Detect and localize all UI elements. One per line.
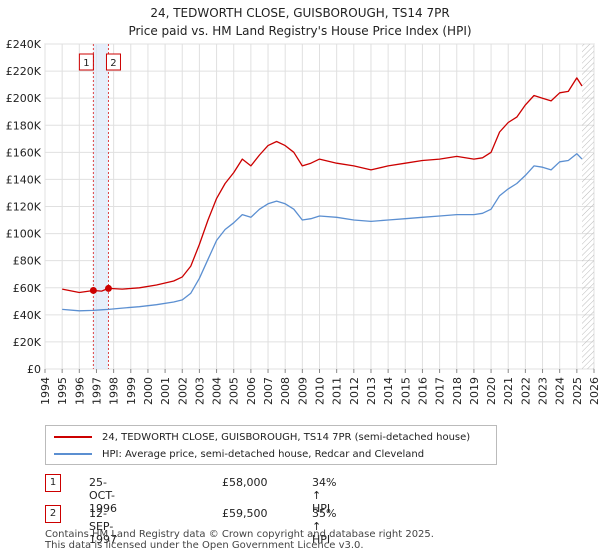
x-tick-label: 2012: [348, 377, 361, 405]
y-tick-label: £240K: [6, 38, 42, 51]
x-tick-label: 2023: [537, 377, 550, 405]
x-tick-label: 2026: [588, 377, 600, 405]
y-tick-label: £0: [27, 363, 41, 376]
x-tick-label: 2016: [416, 377, 429, 405]
transaction-label-box: [78, 53, 94, 71]
forecast-hatch: [581, 44, 594, 369]
sale-date: 12-SEP-1997: [89, 507, 117, 546]
legend-swatch-hpi: [54, 453, 92, 455]
footer-line-2: This data is licensed under the Open Gov…: [45, 540, 364, 551]
title-line-1: 24, TEDWORTH CLOSE, GUISBOROUGH, TS14 7P…: [150, 6, 450, 20]
y-tick-label: £40K: [13, 309, 42, 322]
legend-item-property: 24, TEDWORTH CLOSE, GUISBOROUGH, TS14 7P…: [54, 429, 470, 445]
sale-number-badge: 2: [45, 505, 61, 523]
transaction-label-box: [105, 53, 121, 71]
chart-grid: [44, 43, 595, 370]
x-tick-label: 1998: [108, 377, 121, 405]
x-tick-label: 2002: [176, 377, 189, 405]
legend-label-property: 24, TEDWORTH CLOSE, GUISBOROUGH, TS14 7P…: [102, 431, 471, 443]
y-tick-label: £60K: [13, 282, 42, 295]
x-tick-label: 2024: [554, 377, 567, 405]
sale-date: 25-OCT-1996: [89, 476, 117, 515]
x-tick-label: 1999: [125, 377, 138, 405]
sale-number-badge: 1: [45, 474, 61, 492]
x-tick-label: 2007: [262, 377, 275, 405]
x-tick-label: 2020: [485, 377, 498, 405]
x-tick-label: 2006: [245, 377, 258, 405]
transaction-point: [104, 284, 112, 292]
x-tick-label: 2004: [211, 377, 224, 405]
x-tick-label: 1996: [73, 377, 86, 405]
series-line-property: [62, 77, 583, 294]
transaction-highlights: [92, 44, 594, 369]
x-tick-label: 1994: [39, 377, 52, 405]
price-chart: £0 £20K £40K £60K £80K £100K £120K £140K £160K £1…: [6, 38, 600, 405]
sale-price: £59,500: [222, 507, 268, 520]
x-tick-label: 2019: [468, 377, 481, 405]
legend-label-hpi: HPI: Average price, semi-detached house,…: [102, 448, 425, 460]
transaction-point: [89, 286, 97, 294]
x-tick-label: 1997: [90, 377, 103, 405]
y-tick-label: £140K: [6, 173, 42, 186]
sale-hpi-change: 35% ↑ HPI: [312, 507, 337, 546]
chart-title: 24, TEDWORTH CLOSE, GUISBOROUGH, TS14 7P…: [0, 4, 600, 40]
chart-axes: £0 £20K £40K £60K £80K £100K £120K £140K £160K £1…: [6, 38, 600, 405]
sale-price: £58,000: [222, 476, 268, 489]
x-tick-label: 2015: [399, 377, 412, 405]
series-line-hpi: [62, 153, 583, 312]
transaction-label: 2: [110, 58, 116, 69]
transaction-label: 1: [83, 58, 89, 69]
footer-attribution: Contains HM Land Registry data © Crown c…: [45, 529, 434, 551]
x-tick-label: 2003: [193, 377, 206, 405]
y-tick-label: £200K: [6, 92, 42, 105]
x-tick-label: 2013: [365, 377, 378, 405]
footer-line-1: Contains HM Land Registry data © Crown c…: [45, 529, 434, 540]
x-tick-label: 2018: [451, 377, 464, 405]
y-tick-label: £20K: [13, 336, 42, 349]
y-tick-label: £220K: [6, 65, 42, 78]
sale-hpi-change: 34% ↑ HPI: [312, 476, 337, 515]
x-tick-label: 2022: [519, 377, 532, 405]
legend-item-hpi: HPI: Average price, semi-detached house,…: [54, 446, 424, 462]
x-tick-label: 2009: [296, 377, 309, 405]
y-tick-label: £180K: [6, 119, 42, 132]
chart-legend: 24, TEDWORTH CLOSE, GUISBOROUGH, TS14 7P…: [45, 425, 497, 465]
y-tick-label: £120K: [6, 201, 42, 214]
x-tick-label: 2010: [314, 377, 327, 405]
title-line-2: Price paid vs. HM Land Registry's House …: [128, 24, 472, 38]
x-tick-label: 2025: [571, 377, 584, 405]
x-tick-label: 2014: [382, 377, 395, 405]
x-tick-label: 2008: [279, 377, 292, 405]
x-tick-label: 2000: [142, 377, 155, 405]
y-tick-label: £80K: [13, 255, 42, 268]
y-tick-label: £100K: [6, 228, 42, 241]
legend-swatch-property: [54, 436, 92, 438]
x-tick-label: 1995: [56, 377, 69, 405]
x-tick-label: 2017: [434, 377, 447, 405]
y-tick-label: £160K: [6, 146, 42, 159]
chart-series: [62, 77, 583, 312]
x-tick-label: 2001: [159, 377, 172, 405]
x-tick-label: 2021: [502, 377, 515, 405]
transaction-band: [93, 44, 109, 369]
x-tick-label: 2011: [331, 377, 344, 405]
x-tick-label: 2005: [228, 377, 241, 405]
